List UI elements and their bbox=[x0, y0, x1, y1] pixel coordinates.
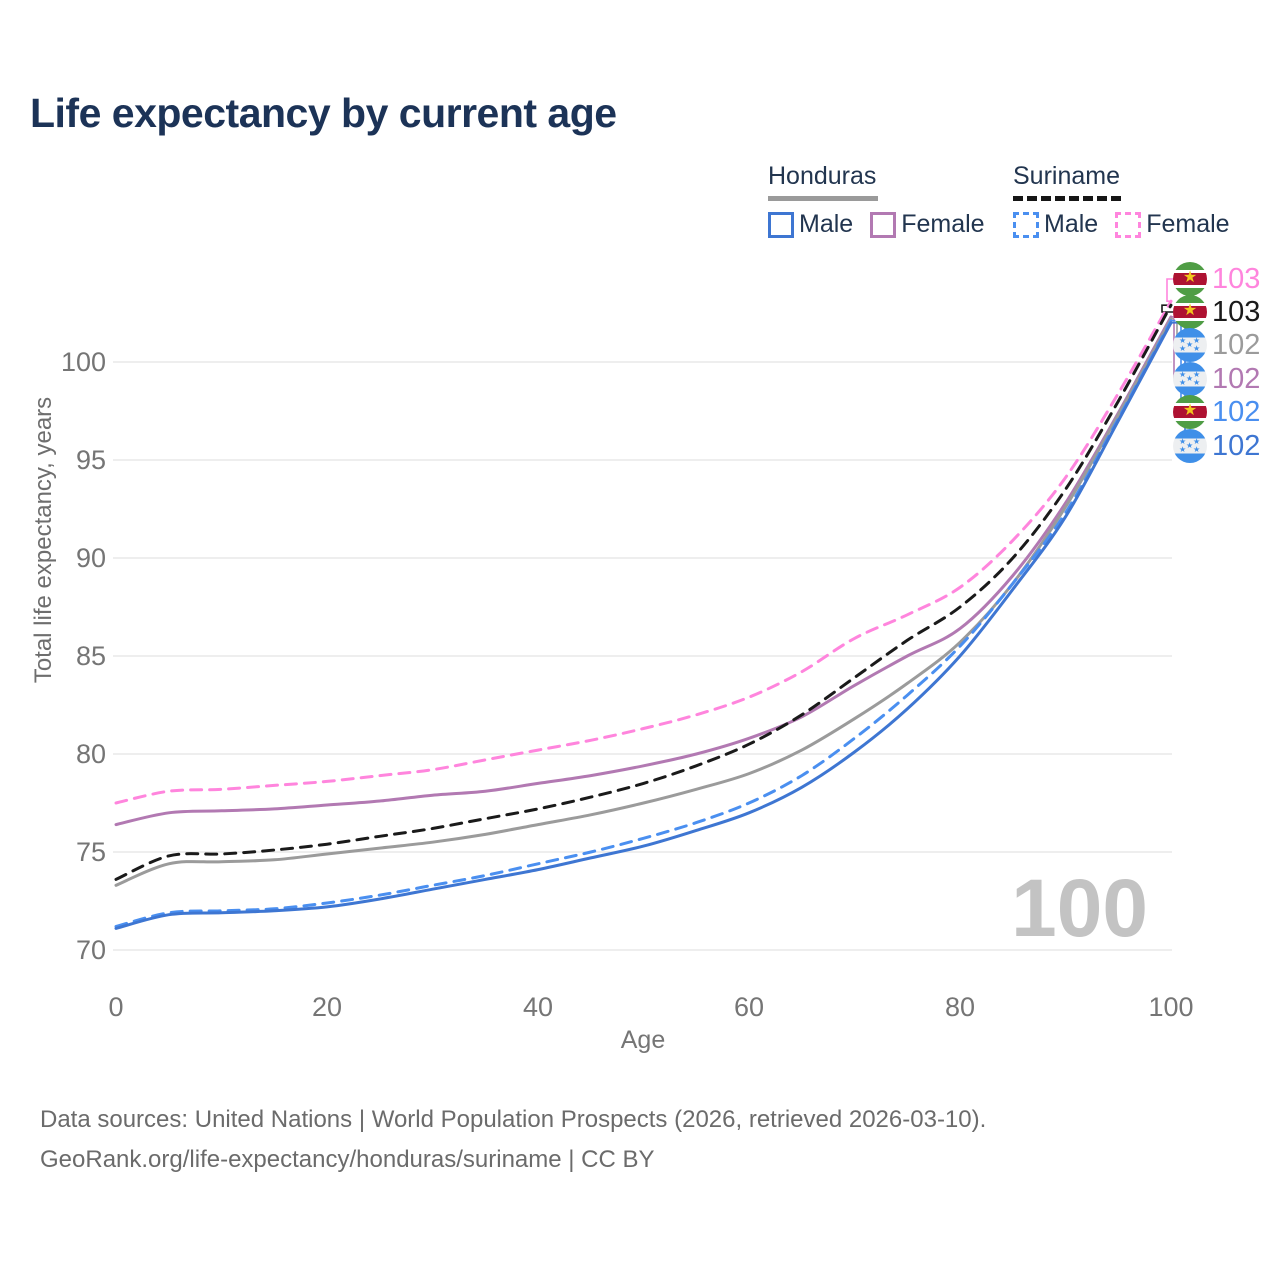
y-tick-100: 100 bbox=[60, 347, 106, 377]
suriname-male-swatch bbox=[1013, 211, 1039, 238]
legend-group-honduras: Honduras Male Female bbox=[768, 162, 1002, 239]
series-line-suriname-female bbox=[114, 299, 1173, 805]
leader-line-suriname-female bbox=[1166, 278, 1175, 302]
legend-group-suriname: Suriname Male Female bbox=[1013, 162, 1247, 239]
suriname-female-swatch bbox=[1115, 211, 1142, 238]
end-value-honduras-both-sexes: 102 bbox=[1212, 329, 1261, 361]
star-glyph: ★ bbox=[1193, 445, 1201, 454]
x-tick-20: 20 bbox=[311, 992, 343, 1022]
series-line-honduras-male bbox=[114, 321, 1173, 930]
legend-item-honduras-female[interactable]: Female bbox=[870, 210, 985, 239]
suriname-line-style-swatch bbox=[1013, 196, 1121, 201]
star-glyph: ★ bbox=[1179, 445, 1187, 454]
suriname-flag-icon: ★ bbox=[1173, 262, 1207, 296]
end-value-honduras-male: 102 bbox=[1212, 430, 1261, 462]
star-glyph: ★ bbox=[1179, 437, 1187, 446]
star-glyph: ★ bbox=[1179, 370, 1187, 379]
honduras-line-style-swatch bbox=[768, 196, 878, 201]
x-tick-100: 100 bbox=[1148, 992, 1194, 1022]
star-glyph: ★ bbox=[1179, 378, 1187, 387]
star-glyph: ★ bbox=[1186, 441, 1194, 450]
honduras-flag-icon: ★ ★ ★ ★ ★ bbox=[1173, 429, 1207, 463]
star-glyph: ★ bbox=[1193, 336, 1201, 345]
series-line-suriname-male bbox=[114, 319, 1173, 928]
end-value-honduras-female: 102 bbox=[1212, 363, 1261, 395]
y-tick-80: 80 bbox=[75, 739, 106, 769]
legend-item-suriname-male[interactable]: Male bbox=[1013, 210, 1098, 239]
end-value-suriname-male: 102 bbox=[1212, 396, 1261, 428]
star-glyph: ★ bbox=[1179, 344, 1187, 353]
star-glyph: ★ bbox=[1193, 437, 1201, 446]
y-tick-85: 85 bbox=[75, 641, 106, 671]
x-tick-40: 40 bbox=[522, 992, 554, 1022]
honduras-flag-icon: ★ ★ ★ ★ ★ bbox=[1173, 328, 1207, 362]
end-value-suriname-both-sexes: 103 bbox=[1212, 296, 1261, 328]
data-source-line: Data sources: United Nations | World Pop… bbox=[40, 1106, 987, 1133]
x-tick-60: 60 bbox=[733, 992, 765, 1022]
suriname-flag-icon: ★ bbox=[1173, 295, 1207, 329]
honduras-male-swatch bbox=[768, 211, 794, 238]
attribution-line: GeoRank.org/life-expectancy/honduras/sur… bbox=[40, 1146, 655, 1173]
legend-label: Male bbox=[1044, 210, 1099, 238]
y-tick-75: 75 bbox=[75, 837, 106, 867]
series-line-suriname-both-sexes bbox=[114, 303, 1173, 881]
legend-country-suriname: Suriname bbox=[1013, 162, 1120, 190]
honduras-flag-icon: ★ ★ ★ ★ ★ bbox=[1173, 362, 1207, 396]
series-line-honduras-female bbox=[114, 315, 1173, 827]
star-glyph: ★ bbox=[1186, 340, 1194, 349]
y-tick-90: 90 bbox=[75, 543, 106, 573]
star-glyph: ★ bbox=[1182, 302, 1198, 320]
star-glyph: ★ bbox=[1193, 378, 1201, 387]
star-glyph: ★ bbox=[1193, 344, 1201, 353]
star-glyph: ★ bbox=[1182, 269, 1198, 287]
star-glyph: ★ bbox=[1193, 370, 1201, 379]
star-glyph: ★ bbox=[1179, 336, 1187, 345]
page-title: Life expectancy by current age bbox=[30, 90, 617, 136]
honduras-female-swatch bbox=[870, 211, 897, 238]
legend-item-honduras-male[interactable]: Male bbox=[768, 210, 853, 239]
y-tick-95: 95 bbox=[75, 445, 106, 475]
star-glyph: ★ bbox=[1186, 374, 1194, 383]
x-tick-0: 0 bbox=[108, 992, 124, 1022]
x-tick-80: 80 bbox=[944, 992, 976, 1022]
legend-country-honduras: Honduras bbox=[768, 162, 877, 190]
suriname-flag-icon: ★ bbox=[1173, 395, 1207, 429]
age-watermark: 100 bbox=[1011, 863, 1148, 954]
legend-label: Female bbox=[901, 210, 985, 238]
legend-item-suriname-female[interactable]: Female bbox=[1115, 210, 1230, 239]
series-line-honduras-both-sexes bbox=[114, 317, 1173, 887]
y-tick-70: 70 bbox=[75, 935, 106, 965]
leader-line-suriname-both-sexes bbox=[1161, 304, 1175, 313]
legend-label: Female bbox=[1146, 210, 1230, 238]
x-axis-title: Age bbox=[620, 1026, 666, 1054]
star-glyph: ★ bbox=[1182, 402, 1198, 420]
legend-label: Male bbox=[799, 210, 854, 238]
end-value-suriname-female: 103 bbox=[1212, 263, 1261, 295]
